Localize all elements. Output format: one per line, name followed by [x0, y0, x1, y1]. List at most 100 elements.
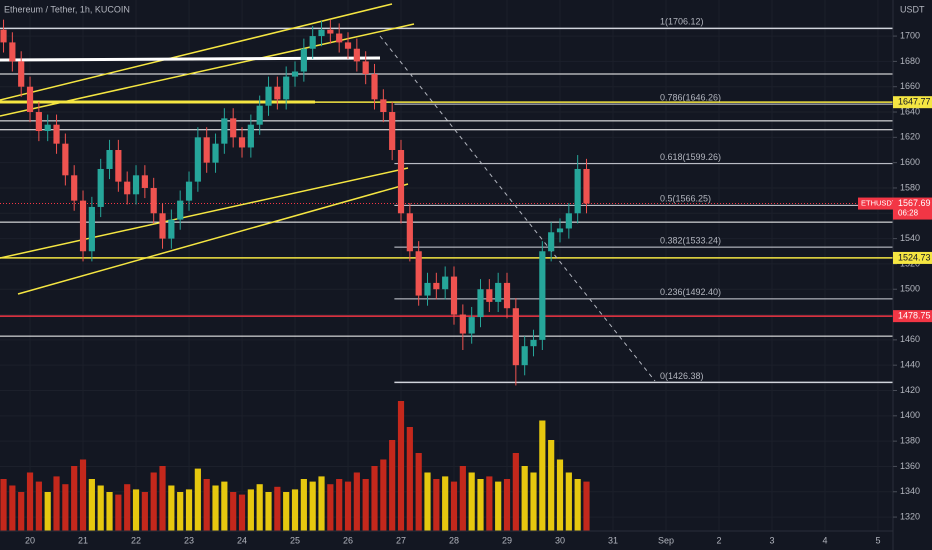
volume-bar	[353, 472, 360, 531]
volume-bar	[247, 489, 254, 531]
volume-bar	[221, 481, 228, 531]
candle-body	[406, 213, 413, 252]
candle-body	[442, 276, 449, 290]
levels: 1(1706.12) 0.786(1646.26) 0.618(1599.26) 0.…	[0, 17, 893, 384]
candle-body	[18, 61, 25, 87]
volume-bar	[132, 489, 140, 531]
candle-body	[521, 346, 528, 366]
volume-bar	[185, 489, 193, 531]
volume-bar	[318, 476, 325, 531]
volume-bar	[62, 484, 69, 531]
volume-bar	[150, 472, 157, 531]
candle-body	[141, 175, 148, 188]
candle-body	[291, 71, 299, 77]
y-tick-label: 1320	[900, 511, 920, 521]
candle-body	[459, 314, 466, 334]
volume-bar	[521, 466, 528, 531]
candle-body	[371, 74, 378, 100]
volume-bar	[168, 485, 175, 531]
x-tick-label: 21	[78, 535, 88, 545]
candle-body	[424, 282, 431, 296]
y-tick-label: 1440	[900, 360, 920, 370]
volume-bar	[88, 479, 95, 531]
candle-body	[583, 168, 590, 204]
countdown-label: 06:28	[898, 209, 919, 218]
volume-bar	[380, 459, 387, 531]
x-tick-label: 30	[555, 535, 565, 545]
x-tick-label: 26	[343, 535, 353, 545]
volume-bar	[97, 485, 104, 531]
volume-bar	[574, 479, 581, 531]
volume-bar	[159, 466, 166, 531]
y-tick-label: 1460	[900, 334, 920, 344]
volume-bar	[344, 481, 352, 531]
volume-bar	[389, 440, 396, 531]
candle-body	[106, 149, 113, 169]
fib-label: 0.5(1566.25)	[660, 194, 711, 204]
candle-body	[344, 42, 352, 49]
candle-body	[300, 48, 307, 72]
candle-body	[185, 181, 193, 201]
y-tick-label: 1380	[900, 436, 920, 446]
candle-body	[512, 308, 519, 366]
trendline	[17, 183, 409, 295]
candle-body	[168, 219, 175, 239]
price-tag-label: 1478.75	[898, 311, 931, 321]
fib-diagonal	[379, 35, 656, 382]
candle-body	[309, 36, 316, 49]
volume	[0, 401, 590, 531]
x-tick-label: 2	[716, 535, 721, 545]
candle-body	[62, 143, 69, 176]
volume-bar	[539, 420, 546, 531]
candle-body	[565, 213, 572, 229]
candle-body	[71, 175, 78, 201]
volume-bar	[124, 484, 131, 531]
volume-bar	[265, 492, 272, 531]
volume-bar	[0, 479, 7, 531]
price-tag	[893, 251, 932, 264]
y-axis-label: USDT	[900, 4, 925, 14]
candle-body	[238, 137, 246, 148]
candle-body	[26, 86, 34, 113]
candle-body	[530, 339, 537, 347]
candle-body	[318, 29, 325, 37]
volume-bar	[424, 472, 431, 531]
volume-bar	[503, 479, 511, 531]
volume-bar	[336, 479, 343, 531]
volume-bar	[26, 472, 34, 531]
x-tick-label: 23	[184, 535, 194, 545]
volume-bar	[141, 492, 148, 531]
x-tick-label: 29	[502, 535, 512, 545]
x-tick-label: 4	[822, 535, 827, 545]
price-tag-label: 1524.73	[898, 252, 931, 262]
x-tick-label: 31	[608, 535, 618, 545]
volume-bar	[177, 492, 184, 531]
candle-body	[353, 48, 360, 62]
x-tick-label: 20	[25, 535, 35, 545]
candle-body	[548, 232, 555, 252]
volume-bar	[406, 427, 413, 531]
candle-body	[115, 149, 122, 182]
candle-body	[450, 276, 458, 315]
volume-bar	[309, 481, 316, 531]
candle-body	[274, 86, 281, 100]
volume-bar	[583, 481, 590, 531]
volume-bar	[79, 459, 87, 531]
last-price-tag	[893, 197, 932, 220]
candle-body	[9, 42, 16, 62]
chart-title: Ethereum / Tether, 1h, KUCOIN	[4, 4, 130, 14]
volume-bar	[71, 466, 78, 531]
candle-body	[247, 124, 254, 148]
fib-label: 0.786(1646.26)	[660, 92, 721, 102]
volume-bar	[450, 481, 458, 531]
volume-bar	[256, 484, 263, 531]
candle-body	[265, 86, 272, 106]
symbol-tag	[858, 197, 893, 210]
candle-body	[79, 200, 87, 252]
volume-bar	[238, 494, 246, 531]
candle-body	[44, 124, 51, 132]
candle-body	[88, 206, 95, 252]
candle-body	[159, 213, 166, 239]
candle-body	[362, 61, 369, 75]
